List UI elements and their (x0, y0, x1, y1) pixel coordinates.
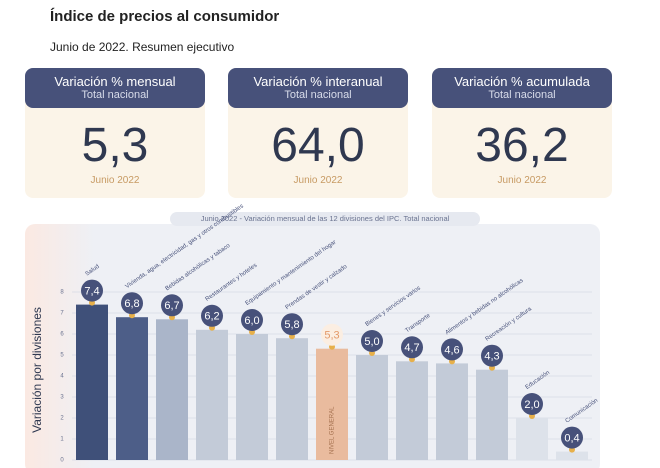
category-label: NIVEL GENERAL (330, 406, 336, 454)
y-tick-label: 0 (60, 458, 64, 464)
chart-title-bg (170, 212, 480, 226)
bar (116, 317, 148, 460)
value-label: 6,8 (124, 298, 139, 310)
bar (76, 304, 108, 460)
y-tick-label: 8 (60, 290, 64, 296)
y-tick-label: 4 (60, 374, 64, 380)
value-label: 4,7 (404, 342, 419, 354)
card-value: 64,0 (271, 119, 365, 172)
card-footer: Junio 2022 (90, 175, 140, 186)
card-value: 5,3 (81, 119, 149, 172)
value-label: 5,0 (364, 336, 379, 348)
value-label: 0,4 (564, 433, 579, 445)
bar (396, 361, 428, 460)
value-label: 5,8 (284, 319, 299, 331)
y-tick-label: 1 (60, 437, 64, 443)
value-label: 6,7 (164, 300, 179, 312)
y-axis-label: Variación por divisiones (30, 307, 44, 433)
value-label: 6,0 (244, 315, 259, 327)
y-tick-label: 6 (60, 332, 64, 338)
page-title: Índice de precios al consumidor (50, 8, 280, 25)
value-bubble (361, 330, 383, 352)
card-title: Variación % mensual (54, 74, 176, 89)
y-tick-label: 7 (60, 311, 64, 317)
bar (156, 319, 188, 460)
value-bubble (121, 292, 143, 315)
value-bubble (161, 294, 183, 317)
kpi-card: Variación % interanual Total nacional 64,0… (228, 68, 408, 198)
value-bubble (401, 336, 423, 359)
kpi-card: Variación % acumulada Total nacional 36,2 J… (432, 68, 612, 198)
bar (556, 451, 588, 460)
bar (316, 348, 348, 460)
card-subtitle: Total nacional (81, 89, 149, 101)
value-label: 5,3 (324, 330, 339, 342)
value-bubble (481, 344, 503, 367)
value-label: 7,4 (84, 286, 99, 298)
bar (276, 338, 308, 460)
value-bubble (561, 426, 583, 449)
card-footer: Junio 2022 (497, 175, 547, 186)
value-bubble (241, 309, 263, 331)
card-value: 36,2 (475, 119, 569, 172)
value-label: 4,3 (484, 351, 499, 363)
y-tick-label: 3 (60, 395, 64, 401)
value-bubble (321, 323, 343, 346)
card-subtitle: Total nacional (284, 89, 352, 101)
bar (476, 369, 508, 460)
y-tick-label: 2 (60, 416, 64, 422)
value-bubble (281, 313, 303, 336)
card-title: Variación % acumulada (454, 74, 590, 89)
value-bubble (441, 338, 463, 361)
value-label: 2,0 (524, 399, 539, 411)
value-bubble (201, 304, 223, 327)
card-header: Variación % mensual Total nacional (25, 68, 205, 108)
bar (236, 334, 268, 460)
card-subtitle: Total nacional (488, 89, 556, 101)
value-bubble (81, 279, 103, 302)
value-bubble (521, 393, 543, 415)
value-label: 4,6 (444, 344, 459, 356)
chart-title: Junio 2022 - Variación mensual de las 12… (201, 214, 450, 223)
bar (356, 355, 388, 460)
y-tick-label: 5 (60, 353, 64, 359)
bar (516, 418, 548, 460)
card-header: Variación % acumulada Total nacional (432, 68, 612, 108)
card-header: Variación % interanual Total nacional (228, 68, 408, 108)
bar (436, 363, 468, 460)
page-subtitle: Junio de 2022. Resumen ejecutivo (50, 40, 235, 54)
card-title: Variación % interanual (253, 74, 383, 89)
card-footer: Junio 2022 (293, 175, 343, 186)
kpi-card: Variación % mensual Total nacional 5,3 Juni… (25, 68, 205, 198)
bar (196, 329, 228, 460)
value-label: 6,2 (204, 311, 219, 323)
